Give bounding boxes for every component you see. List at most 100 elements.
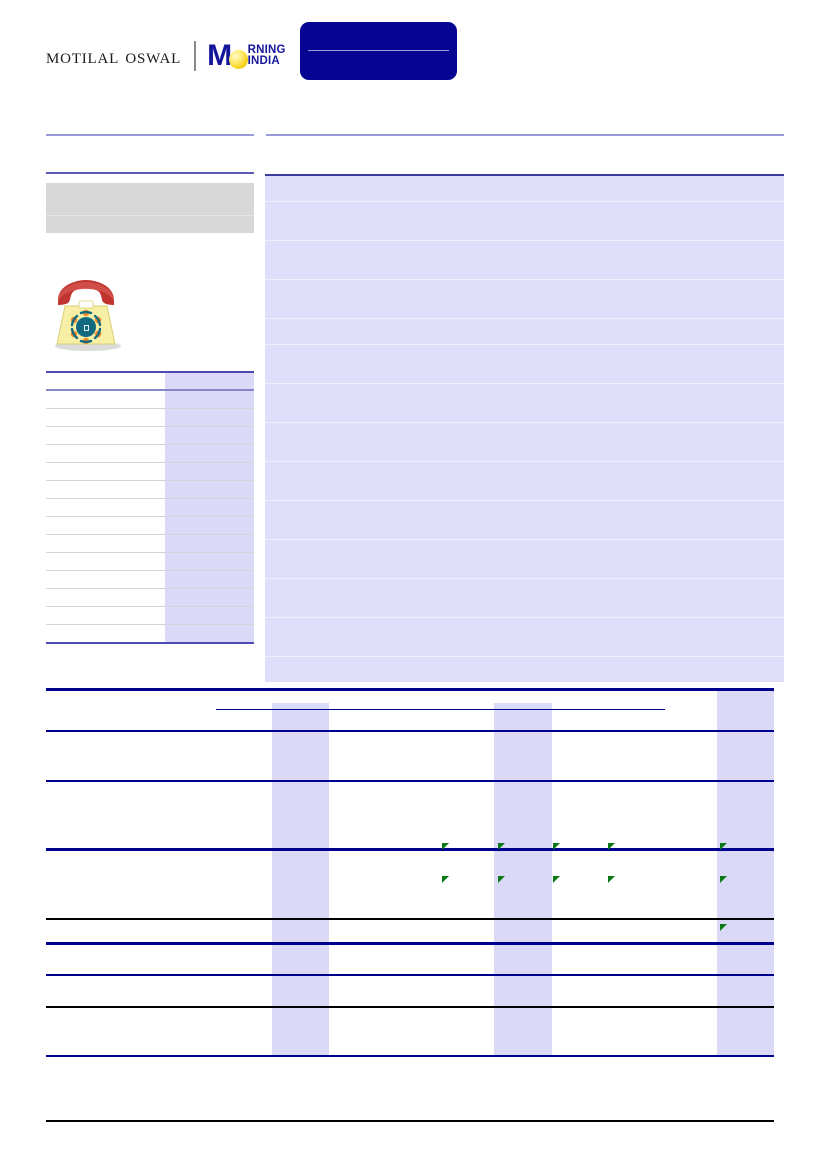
green-triangle-up-icon <box>553 843 560 850</box>
grey-box-divider <box>46 215 254 216</box>
left-table-header-value <box>159 371 254 391</box>
panel-row <box>265 540 784 579</box>
bottom-table-rule <box>46 974 774 976</box>
row-label <box>46 588 159 607</box>
bottom-table-highlight-column-3 <box>717 688 774 1057</box>
brand-letter-m: M <box>207 39 232 72</box>
panel-row <box>265 657 784 682</box>
panel-row <box>265 280 784 319</box>
left-table-header-label <box>46 371 159 391</box>
row-label <box>46 534 159 553</box>
green-triangle-up-icon <box>498 843 505 850</box>
row-label <box>46 390 159 409</box>
row-value <box>159 624 254 644</box>
bottom-table <box>46 688 774 1057</box>
row-label <box>46 570 159 589</box>
green-triangle-up-icon <box>608 843 615 850</box>
row-value <box>159 552 254 571</box>
bottom-table-group-underline <box>216 709 665 710</box>
main-content-panel <box>265 174 784 682</box>
plate-divider <box>308 50 449 51</box>
row-label <box>46 426 159 445</box>
bottom-table-rule <box>46 918 774 920</box>
table-row <box>46 534 254 553</box>
row-value <box>159 498 254 517</box>
left-column-table <box>46 371 254 644</box>
main-top-rule <box>266 134 784 136</box>
row-value <box>159 516 254 535</box>
left-column-top-rule <box>46 134 254 136</box>
bottom-table-rule <box>46 1006 774 1008</box>
row-label <box>46 462 159 481</box>
left-table <box>46 371 254 644</box>
panel-row <box>265 579 784 618</box>
table-row <box>46 588 254 607</box>
brand-morning-india-lines: RNING INDIA <box>247 43 286 68</box>
footer-rule <box>46 1120 774 1122</box>
brand-line-rning: RNING <box>247 43 286 56</box>
panel-row <box>265 384 784 423</box>
left-column-mid-rule <box>46 172 254 174</box>
panel-row <box>265 202 784 241</box>
panel-row <box>265 618 784 657</box>
table-row <box>46 606 254 625</box>
panel-row <box>265 345 784 384</box>
row-label <box>46 552 159 571</box>
table-row <box>46 624 254 644</box>
bottom-table-rule <box>46 780 774 782</box>
row-label <box>46 408 159 427</box>
table-row <box>46 516 254 535</box>
row-label <box>46 624 159 644</box>
table-row <box>46 498 254 517</box>
table-row <box>46 408 254 427</box>
green-triangle-up-icon <box>442 843 449 850</box>
green-triangle-up-icon <box>608 876 615 883</box>
table-row <box>46 390 254 409</box>
bottom-table-rule-bottom <box>46 1055 774 1057</box>
bottom-table-rule <box>46 848 774 851</box>
row-value <box>159 408 254 427</box>
report-title-plate <box>300 22 457 80</box>
row-value <box>159 570 254 589</box>
brand-line-india: INDIA <box>247 55 280 67</box>
green-triangle-up-icon <box>442 876 449 883</box>
rotary-telephone-icon <box>45 272 127 354</box>
green-triangle-up-icon <box>720 924 727 931</box>
bottom-table-highlight-column-1 <box>272 703 329 1057</box>
panel-row <box>265 319 784 345</box>
brand-motilal-oswal: Motilal Oswal <box>46 43 182 68</box>
row-value <box>159 462 254 481</box>
row-label <box>46 516 159 535</box>
row-label <box>46 606 159 625</box>
table-row <box>46 426 254 445</box>
panel-row <box>265 462 784 501</box>
bottom-table-rule-top <box>46 688 774 691</box>
bottom-table-rule <box>46 942 774 945</box>
row-value <box>159 390 254 409</box>
left-column-grey-box <box>46 183 254 233</box>
green-triangle-up-icon <box>498 876 505 883</box>
row-value <box>159 534 254 553</box>
row-value <box>159 606 254 625</box>
panel-row <box>265 176 784 202</box>
brand-morning-india: M RNING INDIA <box>207 41 286 71</box>
panel-row <box>265 501 784 540</box>
green-triangle-up-icon <box>720 876 727 883</box>
table-row <box>46 570 254 589</box>
left-table-header-row <box>46 371 254 391</box>
masthead: Motilal Oswal M RNING INDIA <box>46 38 286 74</box>
green-triangle-up-icon <box>553 876 560 883</box>
table-row <box>46 552 254 571</box>
table-row <box>46 480 254 499</box>
panel-row <box>265 423 784 462</box>
table-row <box>46 462 254 481</box>
bottom-table-rule <box>46 730 774 732</box>
green-triangle-up-icon <box>720 843 727 850</box>
table-row <box>46 444 254 463</box>
row-value <box>159 426 254 445</box>
panel-row <box>265 241 784 280</box>
row-label <box>46 498 159 517</box>
row-label <box>46 444 159 463</box>
row-value <box>159 480 254 499</box>
